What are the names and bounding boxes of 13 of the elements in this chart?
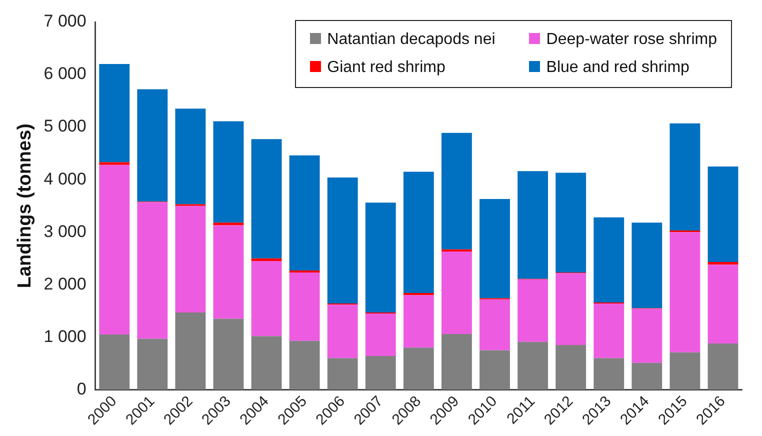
legend-label: Natantian decapods nei [326, 31, 496, 49]
y-tick-label: 3 000 [44, 222, 86, 241]
y-tick-label: 4 000 [44, 169, 86, 188]
y-tick-label: 0 [76, 379, 86, 398]
legend-label: Deep-water rose shrimp [545, 31, 717, 49]
legend-label: Blue and red shrimp [545, 59, 690, 77]
legend-label: Giant red shrimp [326, 59, 446, 77]
y-tick-label: 6 000 [44, 64, 86, 84]
y-tick-label: 5 000 [44, 116, 86, 136]
y-tick-label: 1 000 [44, 326, 86, 346]
y-tick-label: 2 000 [44, 274, 86, 294]
y-axis-title: Landings (tonnes) [14, 124, 36, 288]
y-tick-label: 7 000 [44, 12, 86, 31]
